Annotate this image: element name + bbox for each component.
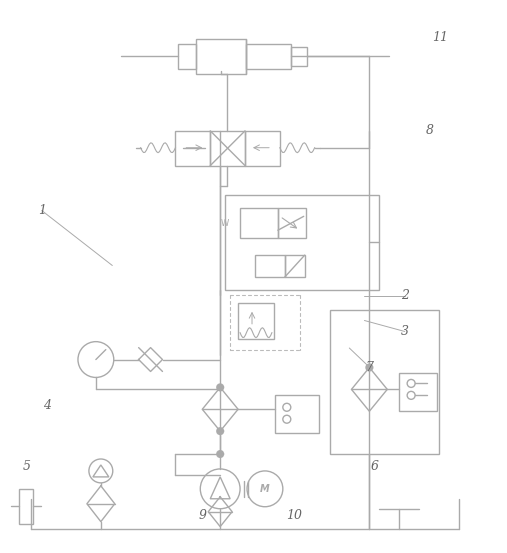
Text: 7: 7 xyxy=(366,361,374,374)
Text: W: W xyxy=(221,219,229,228)
Bar xyxy=(245,131,280,165)
Bar xyxy=(210,131,245,165)
Text: 4: 4 xyxy=(43,399,51,412)
Bar xyxy=(255,255,285,277)
Bar xyxy=(278,208,306,238)
Text: 5: 5 xyxy=(23,460,30,473)
Text: 6: 6 xyxy=(371,460,379,473)
Text: 10: 10 xyxy=(286,509,302,522)
Bar xyxy=(246,44,291,69)
Text: 1: 1 xyxy=(38,204,46,217)
Bar xyxy=(196,39,246,74)
Bar xyxy=(291,47,307,66)
Bar xyxy=(399,373,437,411)
Bar xyxy=(238,303,274,338)
Bar xyxy=(330,310,439,454)
Text: 3: 3 xyxy=(401,325,409,338)
Bar xyxy=(285,255,305,277)
Circle shape xyxy=(216,450,224,458)
Text: 8: 8 xyxy=(426,124,434,137)
Bar xyxy=(275,395,318,433)
Bar xyxy=(225,195,379,290)
Circle shape xyxy=(216,427,224,435)
Bar xyxy=(175,131,210,165)
Text: 9: 9 xyxy=(199,509,207,522)
Circle shape xyxy=(216,383,224,392)
Bar xyxy=(178,44,196,69)
Text: 11: 11 xyxy=(432,31,448,44)
Circle shape xyxy=(366,363,373,372)
Bar xyxy=(19,489,33,524)
Text: M: M xyxy=(260,484,270,494)
Bar xyxy=(240,208,278,238)
Text: 2: 2 xyxy=(401,289,409,302)
